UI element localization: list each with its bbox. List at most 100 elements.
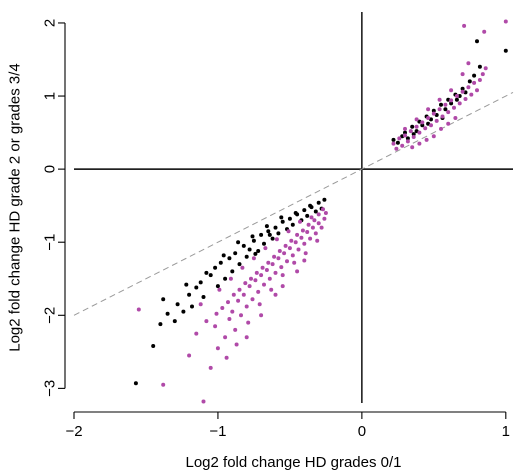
data-point <box>322 216 327 221</box>
data-point <box>263 246 268 251</box>
data-point <box>403 130 407 135</box>
identity-dashed-line <box>73 91 514 316</box>
data-point <box>213 265 218 270</box>
y-tick-label: −2 <box>42 307 59 324</box>
data-point <box>431 134 436 139</box>
x-axis-label: Log2 fold change HD grades 0/1 <box>186 454 402 471</box>
data-point <box>405 139 410 144</box>
data-point <box>273 270 278 275</box>
data-point <box>434 118 439 123</box>
data-point <box>453 116 458 120</box>
reference-lines <box>73 12 514 403</box>
data-point <box>411 132 416 137</box>
data-point <box>217 287 222 292</box>
data-point <box>420 123 425 128</box>
data-point <box>460 72 465 77</box>
data-point <box>276 256 281 261</box>
data-point <box>439 126 443 131</box>
x-tick-label: 0 <box>358 423 366 440</box>
data-point <box>403 126 407 131</box>
data-point <box>391 141 396 146</box>
data-point <box>273 225 278 230</box>
data-point <box>151 344 156 348</box>
data-point <box>251 256 256 261</box>
data-point <box>290 253 295 258</box>
data-point <box>220 306 225 310</box>
data-point <box>230 309 235 314</box>
axes: −2 −1 0 1 −3 −2 −1 0 1 2 <box>42 19 510 440</box>
data-point <box>503 48 508 53</box>
data-point <box>306 222 311 227</box>
data-point <box>234 342 239 347</box>
data-point <box>420 120 425 125</box>
data-point <box>249 276 253 281</box>
data-point <box>259 232 264 237</box>
data-point <box>267 276 272 281</box>
data-point <box>262 241 266 246</box>
data-point <box>194 285 199 290</box>
data-point <box>208 365 213 370</box>
data-point <box>443 107 448 112</box>
data-point <box>446 110 451 115</box>
data-point <box>280 219 285 224</box>
data-point <box>201 399 206 404</box>
data-point <box>293 211 298 215</box>
data-point <box>208 273 213 278</box>
data-point <box>227 317 232 321</box>
data-point <box>300 228 305 233</box>
data-point <box>266 229 271 234</box>
data-point <box>244 304 249 309</box>
data-point <box>223 335 228 340</box>
data-point <box>233 251 238 256</box>
data-point <box>437 97 442 102</box>
data-point <box>215 284 220 289</box>
data-point <box>440 114 445 119</box>
data-point <box>259 273 264 278</box>
data-point <box>282 251 287 256</box>
data-point <box>161 297 166 302</box>
data-point <box>454 97 459 102</box>
data-point <box>475 39 479 44</box>
data-point <box>477 78 482 82</box>
x-tick-label: −1 <box>209 423 226 440</box>
data-point <box>452 105 456 110</box>
data-point <box>408 129 413 134</box>
data-point <box>165 311 170 316</box>
data-point <box>226 300 230 305</box>
data-points <box>133 19 508 404</box>
data-point <box>310 225 315 230</box>
data-point <box>276 231 281 236</box>
data-point <box>424 137 429 142</box>
data-point <box>295 232 300 237</box>
data-point <box>449 98 454 103</box>
data-point <box>233 327 238 332</box>
data-point <box>224 355 229 360</box>
data-point <box>397 136 402 141</box>
data-point <box>253 278 258 283</box>
data-point <box>313 231 318 236</box>
data-point <box>305 213 310 218</box>
data-point <box>267 232 272 237</box>
data-point <box>308 236 313 241</box>
data-point <box>133 381 138 386</box>
data-point <box>457 94 462 98</box>
data-point <box>204 319 209 324</box>
data-point <box>172 319 177 324</box>
data-point <box>244 254 249 259</box>
y-axis-label: Log2 fold change HD grade 2 or grades 3/… <box>7 63 24 352</box>
data-point <box>204 270 209 275</box>
y-tick-label: 0 <box>42 165 59 173</box>
data-point <box>227 256 232 261</box>
data-point <box>184 282 189 287</box>
data-point <box>475 88 479 93</box>
data-point <box>256 289 261 294</box>
data-point <box>463 97 468 101</box>
data-point <box>292 260 297 265</box>
data-point <box>472 73 477 78</box>
data-point <box>221 253 226 258</box>
point-series-2 <box>136 19 508 404</box>
data-point <box>230 269 235 274</box>
data-point <box>305 230 310 234</box>
data-point <box>218 260 223 265</box>
data-point <box>194 331 199 336</box>
